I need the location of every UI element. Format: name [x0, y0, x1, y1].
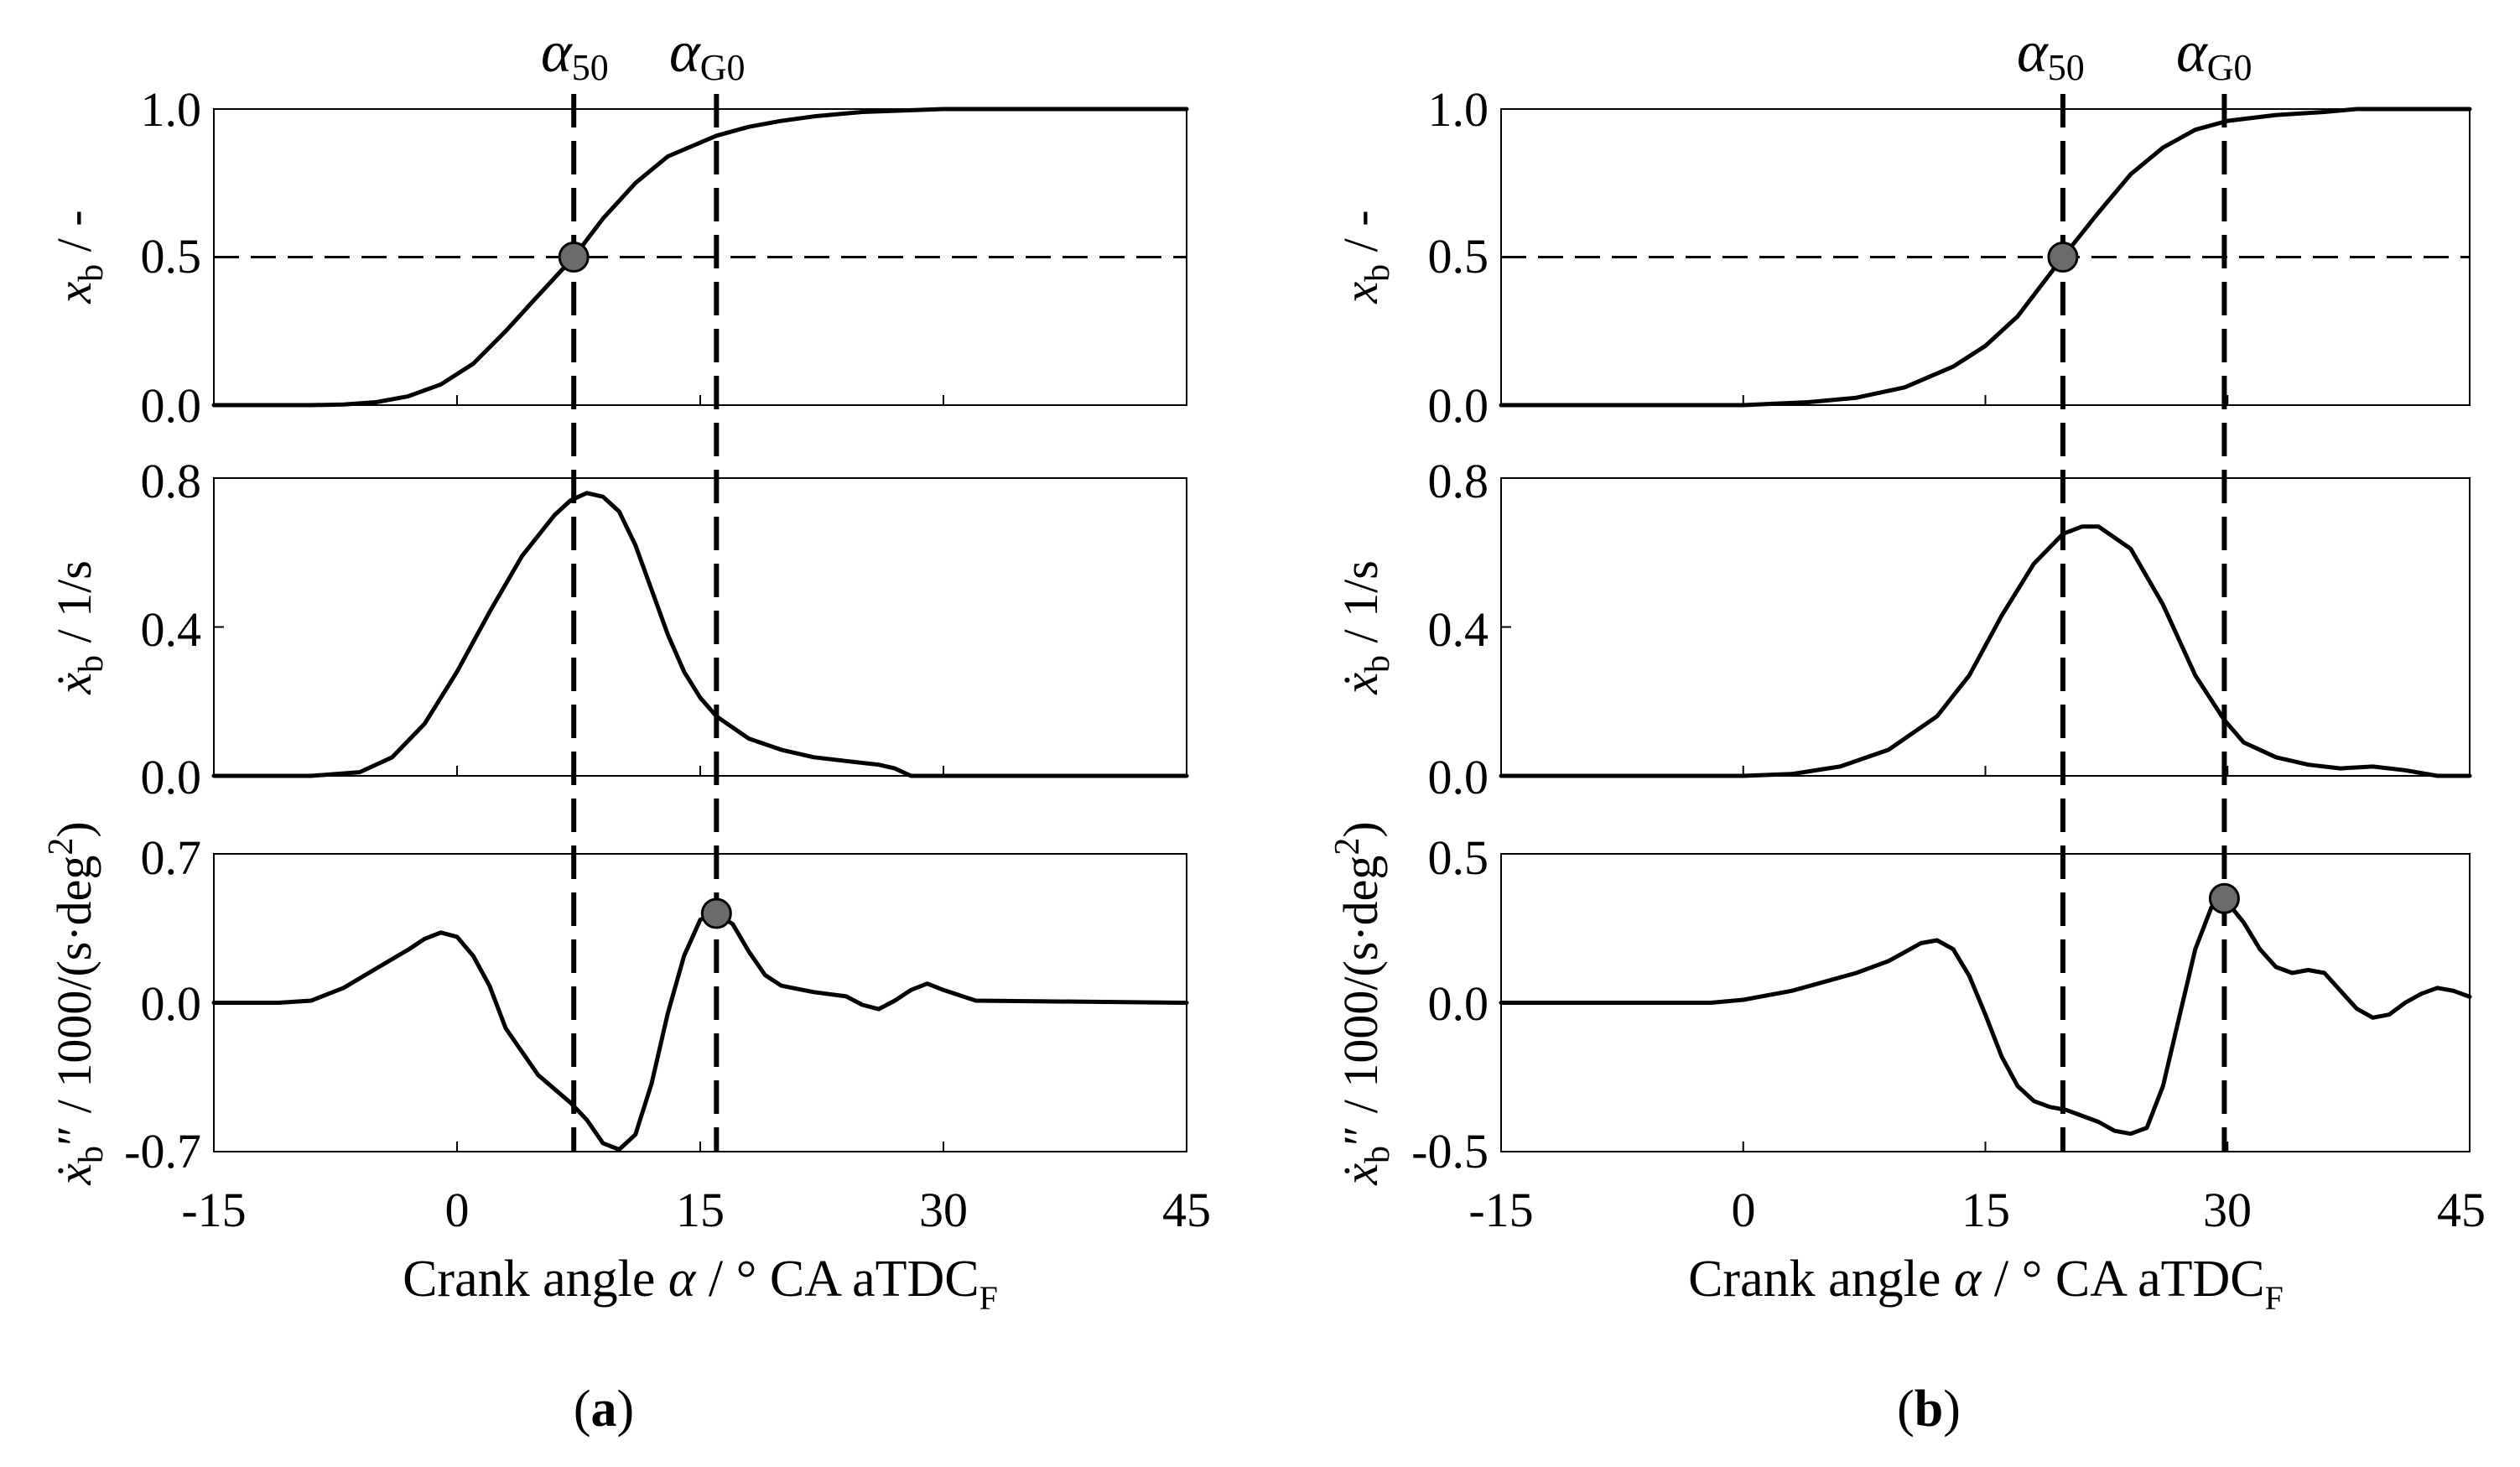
panel-a-frame-dxb	[213, 477, 1187, 777]
panel-a-xtick-15: 15	[676, 1183, 725, 1237]
panel-b: 1.0 0.5 0.0 0.8 0.4 0.0 0.5 0.0 -0.5 -15…	[1328, 20, 2486, 1438]
panel-b-ddxb-ytick-05: 0.5	[1428, 830, 1489, 885]
panel-a-label: (a)	[574, 1381, 634, 1438]
panel-a-ylabel-xb: xb / -	[47, 210, 111, 304]
panel-b-ddx_b-highlight-point	[2208, 882, 2240, 914]
panel-a-xtick-30: 30	[919, 1183, 968, 1237]
panel-b-xlabel: Crank angle α / ° CA aTDCF	[1688, 1251, 2284, 1317]
panel-b-ylabel-xb: xb / -	[1333, 210, 1397, 304]
panel-b-x_b-highlight-point	[2047, 242, 2079, 273]
panel-a-xb-ytick-1: 1.0	[141, 82, 202, 137]
panel-b-marker-alphaG0-label: αG0	[2176, 20, 2252, 88]
panel-a-xlabel: Crank angle α / ° CA aTDCF	[403, 1251, 998, 1317]
panel-b-xb-ytick-1: 1.0	[1428, 82, 1489, 137]
panel-b-frame-dxb	[1500, 477, 2471, 777]
panel-b-xb-ytick-0: 0.0	[1428, 378, 1489, 433]
panel-b-ddx_b-series-line	[1499, 896, 2472, 1137]
panel-b-ddxb-ytick-0: 0.0	[1428, 976, 1489, 1031]
panel-a-marker-alphaG0-label: αG0	[669, 20, 746, 88]
panel-a-xtick-0: 0	[445, 1183, 470, 1237]
panel-b-dxb-ytick-0: 0.0	[1428, 750, 1489, 804]
panel-a-xtick-m15: -15	[181, 1183, 246, 1237]
panel-b-dx_b-series-line	[1499, 524, 2472, 778]
panel-a-dxb-ytick-0: 0.0	[141, 750, 202, 804]
panel-a-dxb-ytick-08: 0.8	[141, 454, 202, 508]
panel-a-ddxb-ytick-07: 0.7	[141, 830, 202, 885]
panel-a-dxb-ytick-04: 0.4	[141, 602, 202, 657]
panel-a-ddx_b-highlight-point	[700, 897, 732, 929]
panel-b-ddxb-ytick-m05: -0.5	[1411, 1124, 1489, 1178]
panel-a-ddxb-ytick-0: 0.0	[141, 976, 202, 1031]
panel-b-dxb-ytick-08: 0.8	[1428, 454, 1489, 508]
panel-a-ddxb-ytick-m07: -0.7	[124, 1124, 201, 1178]
panel-a-ddx_b-series-line	[211, 911, 1189, 1152]
panel-b-dxb-ytick-04: 0.4	[1428, 602, 1489, 657]
panel-a-x_b-series-line	[211, 107, 1189, 408]
panel-b-ylabel-ddxb: ẋb″ / 1000/(s·deg2)	[1328, 821, 1397, 1185]
panel-b-xtick-0: 0	[1732, 1183, 1756, 1237]
panel-b-xtick-45: 45	[2437, 1183, 2486, 1237]
panel-a-plot-content	[211, 94, 1189, 1152]
panel-a-xtick-45: 45	[1162, 1183, 1211, 1237]
panel-b-marker-alpha50-label: α50	[2017, 20, 2085, 88]
panel-a-x_b-highlight-point	[558, 242, 590, 273]
panel-a-xb-ytick-05: 0.5	[141, 229, 202, 284]
panel-b-xtick-30: 30	[2203, 1183, 2252, 1237]
panel-b-x_b-series-line	[1499, 107, 2472, 408]
panel-a-ylabel-dxb: ẋb / 1/s	[47, 560, 111, 695]
panel-a-dx_b-series-line	[211, 491, 1189, 778]
panel-b-xtick-m15: -15	[1468, 1183, 1533, 1237]
panel-b-xtick-15: 15	[1961, 1183, 2010, 1237]
panel-b-plot-content	[1499, 94, 2472, 1152]
panel-a: 1.0 0.5 0.0 0.8 0.4 0.0 0.7 0.0 -0.7 -15…	[42, 20, 1211, 1438]
panel-a-marker-alpha50-label: α50	[541, 20, 609, 88]
panel-b-xb-ytick-05: 0.5	[1428, 229, 1489, 284]
panel-b-label: (b)	[1897, 1381, 1961, 1438]
panel-a-ylabel-ddxb: ẋb″ / 1000/(s·deg2)	[42, 821, 111, 1185]
panel-a-xb-ytick-0: 0.0	[141, 378, 202, 433]
panel-b-ylabel-dxb: ẋb / 1/s	[1333, 560, 1397, 695]
